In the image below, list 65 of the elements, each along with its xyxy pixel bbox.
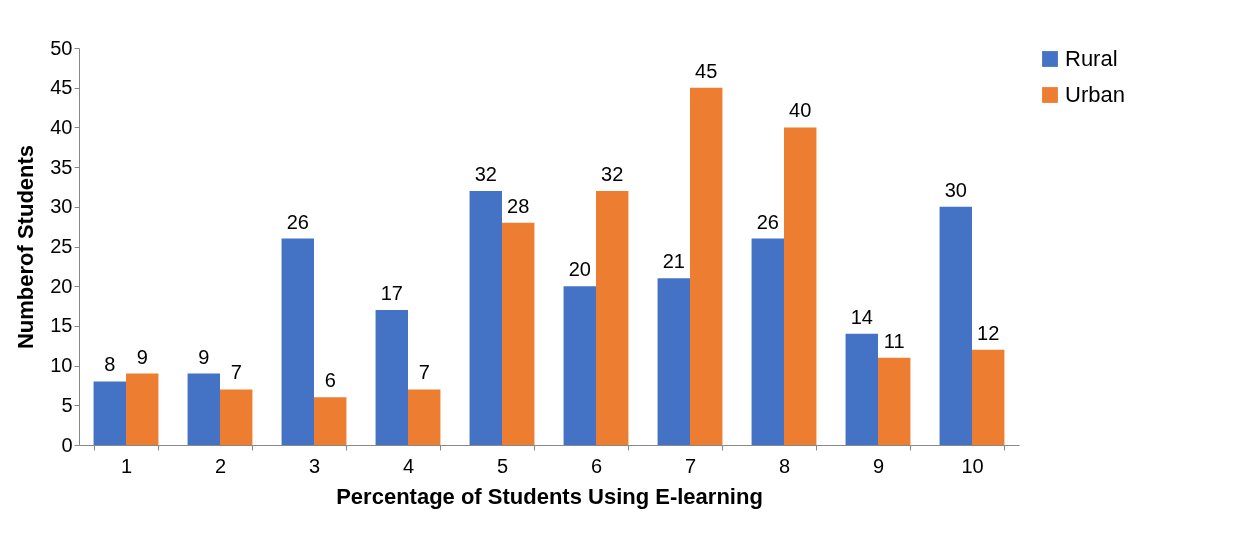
data-label: 17 <box>380 282 403 305</box>
data-label: 9 <box>136 345 148 368</box>
y-axis-title: Numberof Students <box>13 144 39 350</box>
x-tick-label: 1 <box>120 454 133 477</box>
bar <box>596 190 629 445</box>
y-tick-label: 25 <box>50 235 73 257</box>
data-label: 32 <box>601 162 624 185</box>
data-label: 26 <box>756 210 779 233</box>
data-label: 11 <box>883 329 905 352</box>
bar <box>281 238 314 445</box>
data-label: 32 <box>474 162 497 185</box>
bar <box>126 373 159 445</box>
y-tick-label: 0 <box>61 433 73 456</box>
bar <box>502 222 535 445</box>
x-tick-label: 10 <box>961 454 984 477</box>
y-tick-label: 20 <box>50 274 73 297</box>
bar <box>563 286 596 445</box>
x-tick-label: 2 <box>214 454 227 477</box>
x-tick-label: 7 <box>684 454 697 477</box>
data-label: 28 <box>507 194 530 217</box>
data-label: 20 <box>568 258 591 281</box>
bar <box>220 389 253 445</box>
bar <box>657 278 690 445</box>
bar <box>314 397 347 445</box>
legend-label: Urban <box>1065 82 1125 107</box>
y-tick-label: 10 <box>50 354 73 377</box>
data-label: 40 <box>789 99 812 122</box>
bar <box>845 333 878 445</box>
data-label: 6 <box>324 369 336 392</box>
bar <box>469 190 502 445</box>
y-tick-label: 40 <box>50 115 73 138</box>
bar <box>972 349 1005 445</box>
bar <box>408 389 441 445</box>
y-tick-label: 35 <box>50 155 73 178</box>
data-label: 14 <box>850 305 873 328</box>
y-tick-label: 15 <box>50 314 73 337</box>
legend-label: Rural <box>1065 46 1118 71</box>
data-label: 7 <box>230 361 242 384</box>
bar <box>784 127 817 445</box>
x-tick-label: 6 <box>590 454 603 477</box>
data-label: 9 <box>198 345 210 368</box>
y-tick-label: 30 <box>50 195 73 218</box>
x-tick-label: 4 <box>402 454 415 477</box>
bar <box>878 357 911 445</box>
x-tick-label: 9 <box>872 454 885 477</box>
bar <box>939 206 972 445</box>
y-tick-label: 5 <box>61 393 73 416</box>
bar <box>375 310 408 445</box>
x-tick-label: 5 <box>496 454 509 477</box>
x-axis-title: Percentage of Students Using E-learning <box>336 483 763 509</box>
x-tick-label: 8 <box>778 454 791 477</box>
bar <box>751 238 784 445</box>
data-label: 8 <box>104 353 116 376</box>
bar <box>187 373 220 445</box>
bar <box>93 381 126 445</box>
data-label: 12 <box>977 321 1000 344</box>
data-label: 30 <box>944 178 967 201</box>
data-label: 7 <box>418 361 430 384</box>
y-tick-label: 50 <box>50 36 73 59</box>
y-tick-label: 45 <box>50 76 73 99</box>
bar <box>690 87 723 445</box>
data-label: 45 <box>695 59 718 82</box>
data-label: 26 <box>286 210 309 233</box>
x-tick-label: 3 <box>308 454 321 477</box>
data-label: 21 <box>662 250 685 273</box>
